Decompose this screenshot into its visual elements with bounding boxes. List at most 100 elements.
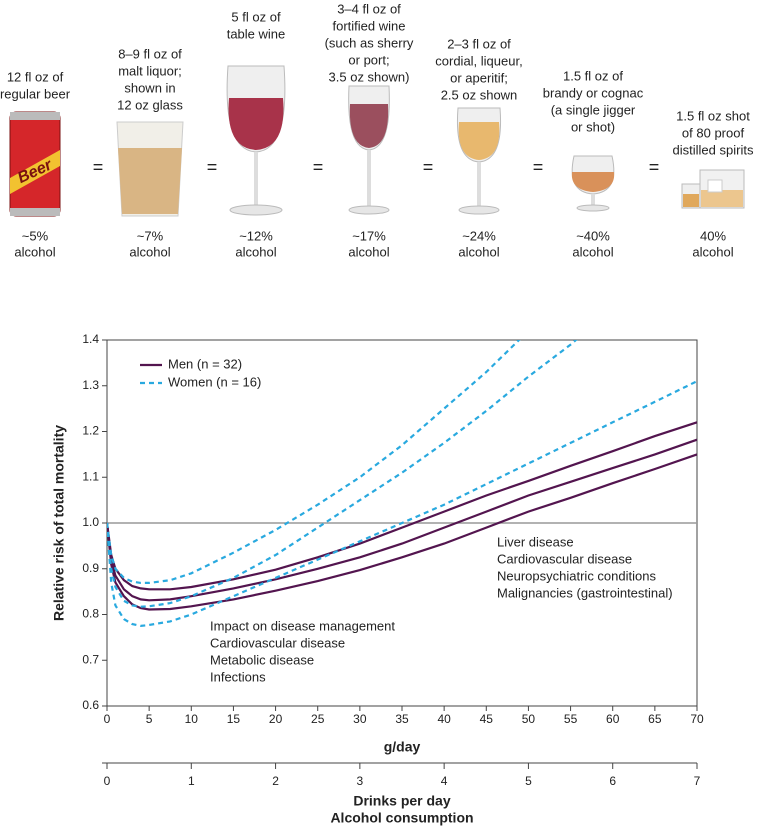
legend-label: Men (n = 32)	[168, 356, 242, 371]
alcohol-label: ~40%	[576, 228, 610, 243]
alcohol-label: alcohol	[235, 244, 276, 259]
x-tick-label: 45	[480, 712, 494, 726]
brandy-glass	[571, 155, 615, 212]
alcohol-label: alcohol	[14, 244, 55, 259]
annotation: Metabolic disease	[210, 652, 314, 667]
annotation: Malignancies (gastrointestinal)	[497, 585, 673, 600]
x-tick-label: 30	[353, 712, 367, 726]
y-tick-label: 1.1	[82, 469, 99, 483]
alcohol-label: ~12%	[239, 228, 273, 243]
x2-tick-label: 4	[441, 774, 448, 788]
alcohol-label: ~7%	[137, 228, 164, 243]
x2-tick-label: 7	[694, 774, 701, 788]
equals: =	[423, 157, 434, 177]
curve	[107, 421, 697, 591]
drink-label: (a single jigger	[551, 102, 636, 117]
drink-label: cordial, liqueur,	[435, 53, 522, 68]
x-tick-label: 65	[648, 712, 662, 726]
fortified-glass	[348, 85, 390, 215]
x-tick-label: 40	[437, 712, 451, 726]
curve	[107, 438, 697, 602]
beer-can: Beer	[9, 111, 61, 217]
x-tick-label: 50	[522, 712, 536, 726]
equals: =	[649, 157, 660, 177]
equals: =	[313, 157, 324, 177]
drink-label: 12 oz glass	[117, 97, 183, 112]
annotation: Infections	[210, 669, 266, 684]
plot-area	[107, 340, 697, 628]
alcohol-label: alcohol	[572, 244, 613, 259]
alcohol-label: alcohol	[348, 244, 389, 259]
x2-tick-label: 5	[525, 774, 532, 788]
x-tick-label: 55	[564, 712, 578, 726]
drink-label: regular beer	[0, 86, 71, 101]
drink-label: 8–9 fl oz of	[118, 46, 182, 61]
annotation: Cardiovascular disease	[497, 551, 632, 566]
drink-label: 2.5 oz shown	[441, 87, 518, 102]
drink-label: distilled spirits	[673, 142, 754, 157]
x-tick-label: 60	[606, 712, 620, 726]
cordial-glass	[456, 107, 502, 215]
malt-glass	[116, 121, 184, 217]
y-tick-label: 1.4	[82, 332, 99, 346]
y-tick-label: 0.9	[82, 561, 99, 575]
wine-glass	[226, 65, 286, 216]
y-tick-label: 1.2	[82, 424, 99, 438]
drink-label: (such as sherry	[325, 35, 414, 50]
drink-label: or port;	[348, 52, 389, 67]
x-tick-label: 70	[690, 712, 704, 726]
x-tick-label: 5	[146, 712, 153, 726]
x2-axis-label: Drinks per day	[353, 793, 450, 809]
alcohol-label: ~5%	[22, 228, 49, 243]
x2-tick-label: 3	[357, 774, 364, 788]
x2-tick-label: 6	[609, 774, 616, 788]
x2-tick-label: 1	[188, 774, 195, 788]
annotation: Neuropsychiatric conditions	[497, 568, 656, 583]
x2-tick-label: 2	[272, 774, 279, 788]
y-tick-label: 1.0	[82, 515, 99, 529]
y-tick-label: 0.7	[82, 652, 99, 666]
x-tick-label: 15	[227, 712, 241, 726]
x-axis-label: g/day	[384, 739, 421, 755]
y-tick-label: 0.8	[82, 607, 99, 621]
drink-label: or shot)	[571, 119, 615, 134]
equals: =	[207, 157, 218, 177]
drink-label: 5 fl oz of	[231, 9, 281, 24]
drink-label: malt liquor;	[118, 63, 182, 78]
drink-label: 12 fl oz of	[7, 69, 64, 84]
drink-label: 2–3 fl oz of	[447, 36, 511, 51]
curve	[107, 340, 521, 584]
drink-label: 1.5 fl oz shot	[676, 108, 750, 123]
spirits-glasses	[681, 169, 745, 209]
x2-tick-label: 0	[104, 774, 111, 788]
x-tick-label: 35	[395, 712, 409, 726]
alcohol-label: 40%	[700, 228, 726, 243]
equals: =	[533, 157, 544, 177]
chart: 0.60.70.80.91.01.11.21.31.40 5 10 15 20 25 30 3…	[51, 332, 704, 826]
curve	[107, 380, 697, 628]
drink-label: shown in	[124, 80, 175, 95]
alcohol-label: ~24%	[462, 228, 496, 243]
drink-label: 3–4 fl oz of	[337, 1, 401, 16]
x-tick-label: 20	[269, 712, 283, 726]
alcohol-label: alcohol	[692, 244, 733, 259]
alcohol-label: ~17%	[352, 228, 386, 243]
alcohol-label: alcohol	[129, 244, 170, 259]
drink-label: fortified wine	[333, 18, 406, 33]
y-axis-label: Relative risk of total mortality	[51, 425, 67, 621]
y-tick-label: 1.3	[82, 378, 99, 392]
annotation: Liver disease	[497, 534, 574, 549]
x2-axis-label: Alcohol consumption	[330, 810, 473, 826]
drink-label: 1.5 fl oz of	[563, 68, 623, 83]
drink-label: 3.5 oz shown)	[329, 69, 410, 84]
x-tick-label: 25	[311, 712, 325, 726]
drink-label: or aperitif;	[450, 70, 508, 85]
x-tick-label: 10	[185, 712, 199, 726]
curve	[107, 453, 697, 611]
annotation: Impact on disease management	[210, 618, 395, 633]
drink-label: of 80 proof	[682, 125, 745, 140]
legend-label: Women (n = 16)	[168, 374, 261, 389]
y-tick-label: 0.6	[82, 698, 99, 712]
